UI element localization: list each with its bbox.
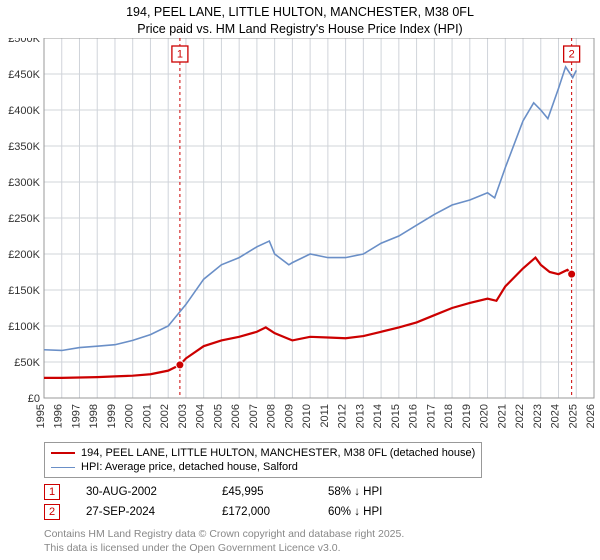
x-tick-label: 1995 — [35, 404, 47, 428]
x-tick-label: 2013 — [354, 404, 366, 428]
legend-swatch — [51, 467, 75, 468]
event-marker-inline: 2 — [44, 504, 60, 520]
x-tick-label: 2015 — [390, 404, 402, 428]
event-date: 27-SEP-2024 — [86, 506, 196, 518]
event-marker-inline: 1 — [44, 484, 60, 500]
x-tick-label: 2017 — [425, 404, 437, 428]
x-tick-label: 2001 — [141, 404, 153, 428]
y-tick-label: £0 — [28, 393, 40, 405]
x-tick-label: 2010 — [301, 404, 313, 428]
event-table: 1 30-AUG-2002 £45,995 58% ↓ HPI 2 27-SEP-2024… — [44, 482, 382, 522]
x-tick-label: 2006 — [230, 404, 242, 428]
x-tick-label: 2004 — [195, 404, 207, 428]
event-date: 30-AUG-2002 — [86, 486, 196, 498]
title-line1: 194, PEEL LANE, LITTLE HULTON, MANCHESTE… — [0, 4, 600, 21]
event-dot — [568, 270, 576, 278]
y-tick-label: £250K — [8, 213, 40, 225]
event-price: £172,000 — [222, 506, 302, 518]
x-tick-label: 1999 — [106, 404, 118, 428]
x-tick-label: 2025 — [567, 404, 579, 428]
x-tick-label: 2026 — [585, 404, 597, 428]
x-tick-label: 1997 — [70, 404, 82, 428]
x-tick-label: 2020 — [479, 404, 491, 428]
event-price: £45,995 — [222, 486, 302, 498]
x-tick-label: 2009 — [283, 404, 295, 428]
event-delta: 58% ↓ HPI — [328, 486, 382, 498]
y-tick-label: £300K — [8, 177, 40, 189]
x-tick-label: 2024 — [550, 404, 562, 428]
x-tick-label: 2016 — [408, 404, 420, 428]
chart-title: 194, PEEL LANE, LITTLE HULTON, MANCHESTE… — [0, 0, 600, 38]
x-tick-label: 2021 — [496, 404, 508, 428]
x-tick-label: 1998 — [88, 404, 100, 428]
footer: Contains HM Land Registry data © Crown c… — [44, 528, 404, 555]
y-tick-label: £450K — [8, 69, 40, 81]
event-dot — [176, 361, 184, 369]
x-tick-label: 2022 — [514, 404, 526, 428]
y-tick-label: £150K — [8, 285, 40, 297]
footer-line2: This data is licensed under the Open Gov… — [44, 542, 404, 556]
x-tick-label: 2018 — [443, 404, 455, 428]
x-tick-label: 2011 — [319, 404, 331, 428]
y-tick-label: £500K — [8, 38, 40, 45]
x-tick-label: 2000 — [124, 404, 136, 428]
x-tick-label: 2008 — [266, 404, 278, 428]
x-tick-label: 2003 — [177, 404, 189, 428]
x-tick-label: 2007 — [248, 404, 260, 428]
legend-item: 194, PEEL LANE, LITTLE HULTON, MANCHESTE… — [51, 446, 475, 460]
series-property — [44, 257, 572, 377]
x-tick-label: 1996 — [53, 404, 65, 428]
x-tick-label: 2014 — [372, 404, 384, 428]
legend-label: 194, PEEL LANE, LITTLE HULTON, MANCHESTE… — [81, 447, 475, 459]
footer-line1: Contains HM Land Registry data © Crown c… — [44, 528, 404, 542]
x-tick-label: 2002 — [159, 404, 171, 428]
legend-swatch — [51, 452, 75, 454]
legend-item: HPI: Average price, detached house, Salf… — [51, 460, 475, 474]
x-tick-label: 2005 — [212, 404, 224, 428]
event-delta: 60% ↓ HPI — [328, 506, 382, 518]
event-marker-id: 2 — [569, 48, 575, 60]
x-tick-label: 2019 — [461, 404, 473, 428]
x-tick-label: 2023 — [532, 404, 544, 428]
legend-label: HPI: Average price, detached house, Salf… — [81, 461, 298, 473]
y-tick-label: £50K — [14, 357, 40, 369]
y-tick-label: £100K — [8, 321, 40, 333]
x-tick-label: 2012 — [337, 404, 349, 428]
event-marker-id: 1 — [177, 48, 183, 60]
y-tick-label: £200K — [8, 249, 40, 261]
y-tick-label: £400K — [8, 105, 40, 117]
chart-area: £0 £50K £100K £150K £200K £250K £300K £350K £400… — [0, 38, 600, 438]
event-row: 2 27-SEP-2024 £172,000 60% ↓ HPI — [44, 502, 382, 522]
line-chart: £0 £50K £100K £150K £200K £250K £300K £350K £400… — [0, 38, 600, 438]
y-tick-label: £350K — [8, 141, 40, 153]
title-line2: Price paid vs. HM Land Registry's House … — [0, 21, 600, 38]
legend: 194, PEEL LANE, LITTLE HULTON, MANCHESTE… — [44, 442, 482, 478]
event-row: 1 30-AUG-2002 £45,995 58% ↓ HPI — [44, 482, 382, 502]
